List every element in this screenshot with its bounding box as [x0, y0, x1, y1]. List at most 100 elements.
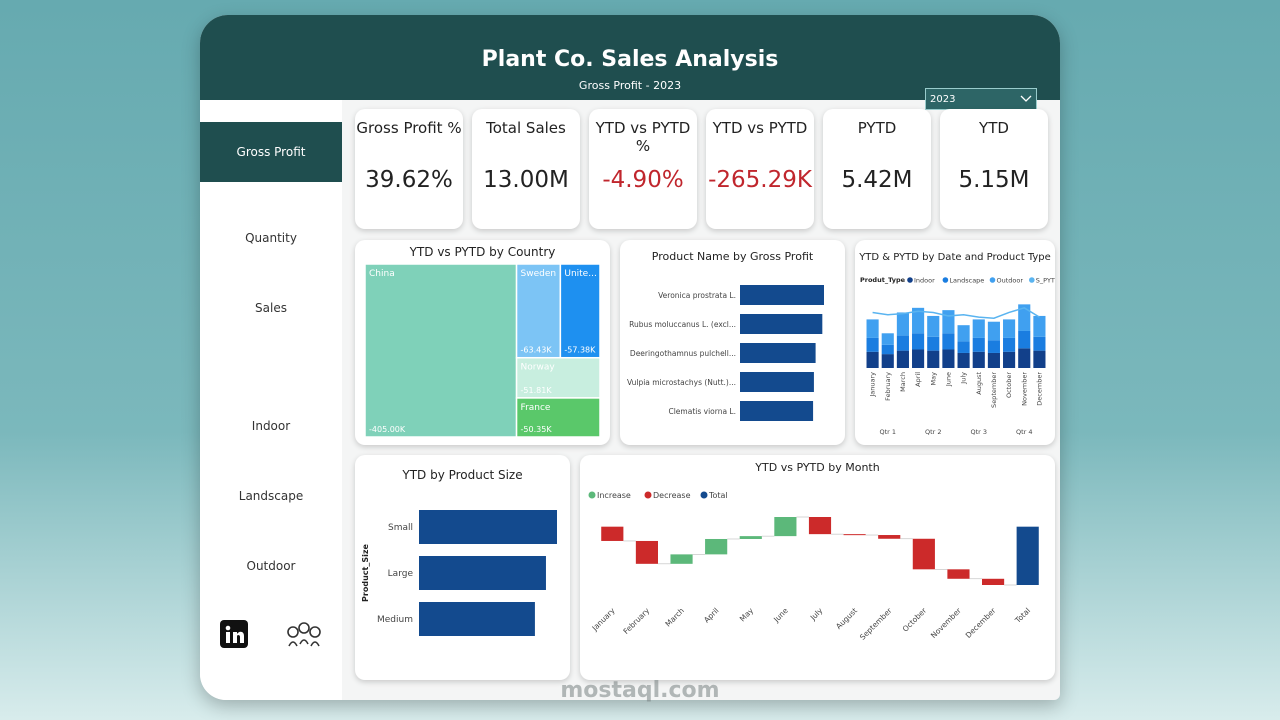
- kpi-card: YTD vs PYTD -265.29K: [706, 109, 814, 229]
- bar-segment: [1033, 315, 1046, 337]
- waterfall-bar: [843, 534, 866, 536]
- bar-segment: [896, 312, 909, 336]
- nav-item[interactable]: Sales: [255, 301, 287, 315]
- kpi-value: 5.42M: [841, 167, 913, 193]
- x-tick-label: April: [914, 372, 922, 387]
- legend-title: Produt_Type: [860, 276, 906, 284]
- bar-segment: [912, 307, 925, 334]
- waterfall-bar: [912, 538, 935, 570]
- kpi-card: PYTD 5.42M: [823, 109, 931, 229]
- y-tick-label: Vulpia microstachys (Nutt.)...: [627, 378, 736, 387]
- legend-marker: [942, 277, 949, 283]
- waterfall-bar: [878, 535, 901, 539]
- bar-segment: [1018, 348, 1031, 368]
- legend-label: Decrease: [653, 491, 691, 500]
- x-tick-label: June: [944, 372, 952, 387]
- kpi-value: -4.90%: [602, 167, 684, 193]
- bar-segment: [942, 333, 955, 350]
- bar-segment: [912, 349, 925, 368]
- linkedin-icon[interactable]: [220, 620, 248, 648]
- y-tick-label: Clematis viorna L.: [668, 407, 736, 416]
- bar-segment: [927, 336, 940, 351]
- chart-card: Product Name by Gross Profit Veronica pro…: [620, 240, 845, 445]
- x-tick-label: August: [975, 372, 983, 395]
- year-dropdown[interactable]: 2023: [925, 88, 1037, 110]
- kpi-label: PYTD: [857, 119, 897, 137]
- chart-card: YTD vs PYTD by Month Increase Decrease Tota…: [580, 455, 1055, 680]
- legend-marker: [989, 277, 996, 283]
- bar-segment: [866, 337, 879, 352]
- cell-label: Unite...: [564, 269, 596, 279]
- bar-segment: [866, 351, 879, 368]
- bar-segment: [1033, 336, 1046, 351]
- nav-item[interactable]: Outdoor: [246, 559, 296, 573]
- waterfall-bar: [601, 526, 624, 541]
- bar-segment: [896, 350, 909, 368]
- bar: [740, 314, 823, 334]
- cell-label: Norway: [521, 363, 556, 373]
- bar-segment: [972, 319, 985, 338]
- dropdown-value: 2023: [930, 94, 956, 105]
- legend-marker: [1029, 277, 1035, 283]
- legend-marker: [588, 491, 596, 499]
- legend-marker: [907, 277, 913, 283]
- bar-segment: [1018, 330, 1031, 349]
- group-label: Qtr 3: [970, 428, 987, 436]
- chart: Product Name by Gross Profit Veronica pro…: [627, 250, 824, 421]
- waterfall-bar: [774, 517, 797, 537]
- nav-item[interactable]: Gross Profit: [200, 122, 342, 182]
- dropdown-arrow: [1020, 95, 1032, 102]
- legend-label: Landscape: [949, 277, 984, 285]
- kpi-card: YTD 5.15M: [940, 109, 1048, 229]
- bar-segment: [957, 325, 970, 342]
- bar-segment: [942, 310, 955, 334]
- waterfall-bar: [982, 578, 1005, 585]
- bar-segment: [881, 333, 894, 345]
- bar: [740, 343, 816, 363]
- x-tick-label: November: [1020, 372, 1028, 406]
- bar-segment: [881, 344, 894, 355]
- cell-value: -405.00K: [369, 425, 406, 434]
- legend-label: Increase: [597, 491, 631, 500]
- kpi-value: -265.29K: [708, 167, 812, 193]
- x-tick-label: November: [929, 605, 964, 640]
- nav-item[interactable]: Landscape: [238, 489, 304, 503]
- bar-segment: [927, 315, 940, 337]
- cell-value: -57.38K: [564, 346, 596, 355]
- kpi-label: YTD: [979, 119, 1009, 137]
- bar-segment: [927, 350, 940, 368]
- bar-segment: [972, 351, 985, 368]
- kpi-label: Total Sales: [486, 119, 566, 137]
- cell-label: France: [521, 403, 551, 413]
- x-tick-label: Total: [1013, 606, 1032, 625]
- x-tick-label: December: [964, 605, 999, 640]
- bar-segment: [1018, 304, 1031, 331]
- x-tick-label: February: [884, 372, 892, 401]
- help-icon[interactable]: [287, 622, 321, 647]
- x-tick-label: January: [590, 606, 618, 634]
- treemap-cell: [559, 263, 601, 359]
- bar-segment: [957, 352, 970, 368]
- nav: Gross Profit Quantity Sales Indoor Landscape…: [200, 100, 342, 700]
- kpi-value: 39.62%: [365, 167, 453, 193]
- nav-item[interactable]: Quantity: [245, 231, 297, 245]
- x-tick-label: March: [899, 372, 907, 392]
- legend-label: Indoor: [914, 277, 935, 285]
- group-label: Qtr 1: [879, 428, 896, 436]
- nav-item[interactable]: Indoor: [251, 419, 291, 433]
- x-tick-label: August: [834, 606, 859, 631]
- chart-title: Product Name by Gross Profit: [652, 250, 814, 263]
- x-tick-label: June: [771, 606, 790, 625]
- legend-label: Total: [708, 491, 728, 500]
- x-tick-label: July: [808, 606, 825, 623]
- legend-marker: [700, 491, 708, 499]
- x-tick-label: July: [960, 372, 968, 385]
- bar-segment: [987, 321, 1000, 341]
- cell-label: China: [369, 269, 395, 279]
- dashboard: Plant Co. Sales Analysis Gross Profit - …: [200, 15, 1060, 700]
- bar-segment: [957, 341, 970, 353]
- bar: [419, 556, 546, 590]
- line: [872, 307, 1040, 320]
- kpi-value: 13.00M: [483, 167, 569, 193]
